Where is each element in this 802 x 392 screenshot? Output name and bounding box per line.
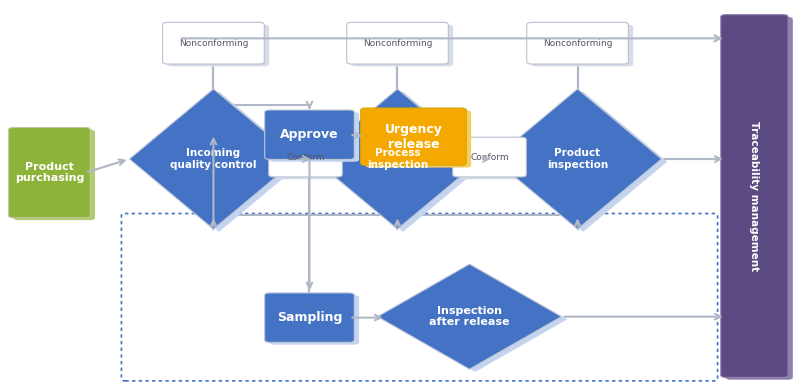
FancyBboxPatch shape [265, 110, 354, 160]
FancyBboxPatch shape [168, 25, 269, 66]
Polygon shape [493, 89, 661, 229]
FancyBboxPatch shape [265, 293, 354, 342]
Text: Traceability management: Traceability management [748, 121, 759, 271]
FancyBboxPatch shape [269, 137, 342, 177]
FancyBboxPatch shape [457, 140, 530, 179]
FancyBboxPatch shape [365, 111, 471, 168]
FancyBboxPatch shape [269, 113, 358, 162]
Text: Sampling: Sampling [277, 311, 342, 324]
Text: Nonconforming: Nonconforming [542, 39, 612, 48]
Text: Nonconforming: Nonconforming [179, 39, 248, 48]
Polygon shape [135, 92, 302, 232]
FancyBboxPatch shape [269, 295, 358, 345]
FancyBboxPatch shape [360, 108, 466, 165]
FancyBboxPatch shape [531, 25, 632, 66]
Text: Incoming
quality control: Incoming quality control [170, 148, 257, 170]
FancyBboxPatch shape [14, 130, 95, 220]
FancyBboxPatch shape [526, 22, 628, 64]
Text: Process
inspection: Process inspection [367, 148, 427, 170]
FancyBboxPatch shape [351, 25, 452, 66]
Text: Approve: Approve [280, 128, 338, 141]
Polygon shape [313, 89, 481, 229]
Text: Product
purchasing: Product purchasing [14, 162, 84, 183]
Polygon shape [318, 92, 487, 232]
Polygon shape [383, 267, 566, 372]
Polygon shape [129, 89, 297, 229]
Polygon shape [499, 92, 666, 232]
FancyBboxPatch shape [452, 137, 525, 177]
Text: Nonconforming: Nonconforming [363, 39, 431, 48]
Text: Conform: Conform [470, 152, 508, 162]
FancyBboxPatch shape [720, 15, 787, 377]
FancyBboxPatch shape [9, 127, 90, 218]
Text: Urgency
release: Urgency release [384, 123, 442, 151]
FancyBboxPatch shape [346, 22, 448, 64]
FancyBboxPatch shape [273, 140, 346, 179]
Text: Inspection
after release: Inspection after release [429, 306, 509, 327]
FancyBboxPatch shape [725, 17, 792, 380]
Polygon shape [377, 264, 561, 369]
FancyBboxPatch shape [163, 22, 264, 64]
Text: Conform: Conform [286, 152, 324, 162]
Text: Product
inspection: Product inspection [546, 148, 607, 170]
